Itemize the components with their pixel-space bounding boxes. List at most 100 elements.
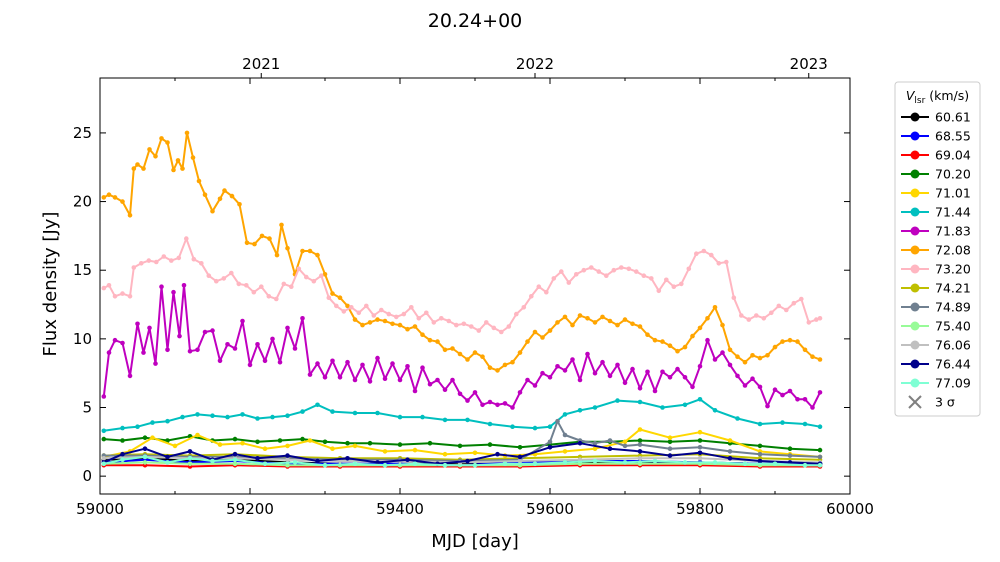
data-point (345, 440, 350, 446)
data-point (742, 461, 748, 467)
data-point (184, 236, 189, 241)
data-point (757, 355, 763, 361)
data-point (176, 255, 182, 261)
data-point (637, 438, 643, 443)
data-point (375, 355, 380, 361)
data-point (292, 346, 298, 351)
data-point (266, 294, 272, 299)
data-point (622, 380, 628, 386)
axes: 59000 59200 59400 59600 59800 60000 0 5 10 15 20 25… (73, 55, 874, 518)
data-point (315, 361, 320, 366)
data-point (101, 195, 107, 200)
data-point (285, 443, 290, 449)
series-line-70.20 (103, 435, 821, 452)
data-point (187, 449, 193, 454)
data-point (367, 440, 373, 446)
data-point (536, 284, 542, 290)
data-point (153, 154, 158, 159)
data-point (285, 457, 290, 463)
data-point (252, 241, 257, 247)
data-point (675, 366, 680, 372)
data-point (394, 314, 399, 320)
data-point (337, 375, 343, 380)
data-point (300, 409, 305, 414)
data-point (390, 321, 395, 327)
legend-entry-sigma: 3 σ (908, 395, 955, 410)
data-point (285, 453, 290, 458)
data-point (322, 375, 328, 380)
data-point (577, 408, 583, 413)
data-point (255, 416, 260, 421)
data-point (667, 439, 673, 445)
data-point (307, 372, 313, 377)
data-point (562, 368, 568, 373)
data-point (210, 458, 215, 464)
data-point (682, 460, 688, 465)
data-point (330, 291, 335, 296)
data-point (802, 397, 808, 402)
data-point (409, 305, 414, 310)
data-point (540, 335, 545, 340)
data-point (772, 461, 778, 467)
data-point (532, 461, 538, 467)
data-point (562, 314, 568, 320)
data-point (412, 461, 418, 467)
data-point (382, 449, 388, 454)
data-point (592, 446, 598, 452)
data-point (697, 429, 703, 435)
data-point (465, 417, 470, 423)
data-point (780, 339, 785, 344)
legend: Vlsr (km/s) 60.61 68.55 69.04 70.20 71.01 71.4… (894, 81, 981, 417)
data-point (585, 351, 590, 357)
data-point (720, 350, 725, 355)
data-point (817, 424, 823, 430)
data-point (292, 460, 298, 465)
data-point (570, 357, 575, 362)
data-point (547, 439, 553, 445)
data-point (232, 451, 238, 457)
data-point (735, 416, 740, 421)
data-point (382, 318, 388, 324)
data-point (101, 436, 107, 442)
data-point (307, 248, 313, 254)
data-point (259, 233, 265, 239)
series-77.09 (101, 454, 823, 468)
data-point (397, 377, 403, 383)
data-point (371, 313, 377, 318)
data-point (390, 361, 395, 366)
data-point (454, 322, 459, 328)
data-point (229, 270, 234, 276)
series-76.44 (101, 440, 823, 467)
data-point (300, 316, 305, 321)
data-point (225, 414, 230, 420)
series-line-69.04 (103, 464, 820, 468)
data-point (495, 402, 500, 408)
data-point (375, 460, 380, 465)
data-point (439, 316, 444, 321)
data-point (637, 399, 643, 405)
data-point (589, 265, 594, 270)
data-point (592, 440, 598, 446)
data-point (120, 291, 125, 296)
data-point (146, 258, 152, 263)
data-point (547, 328, 553, 333)
data-point (787, 337, 793, 343)
data-point (645, 332, 650, 338)
data-point (769, 310, 774, 316)
data-point (165, 418, 170, 424)
data-point (690, 333, 695, 339)
data-point (727, 456, 733, 461)
data-point (765, 353, 770, 358)
data-point (487, 442, 493, 447)
data-point (487, 365, 493, 371)
data-point (169, 258, 174, 263)
legend-entry: 77.09 (901, 376, 971, 391)
data-point (190, 155, 196, 160)
data-point (120, 451, 125, 457)
data-point (795, 397, 800, 402)
data-point (465, 357, 470, 362)
data-point (330, 446, 335, 452)
data-point (300, 436, 305, 442)
sigma-cross-icon (908, 395, 922, 409)
data-point (562, 449, 568, 454)
